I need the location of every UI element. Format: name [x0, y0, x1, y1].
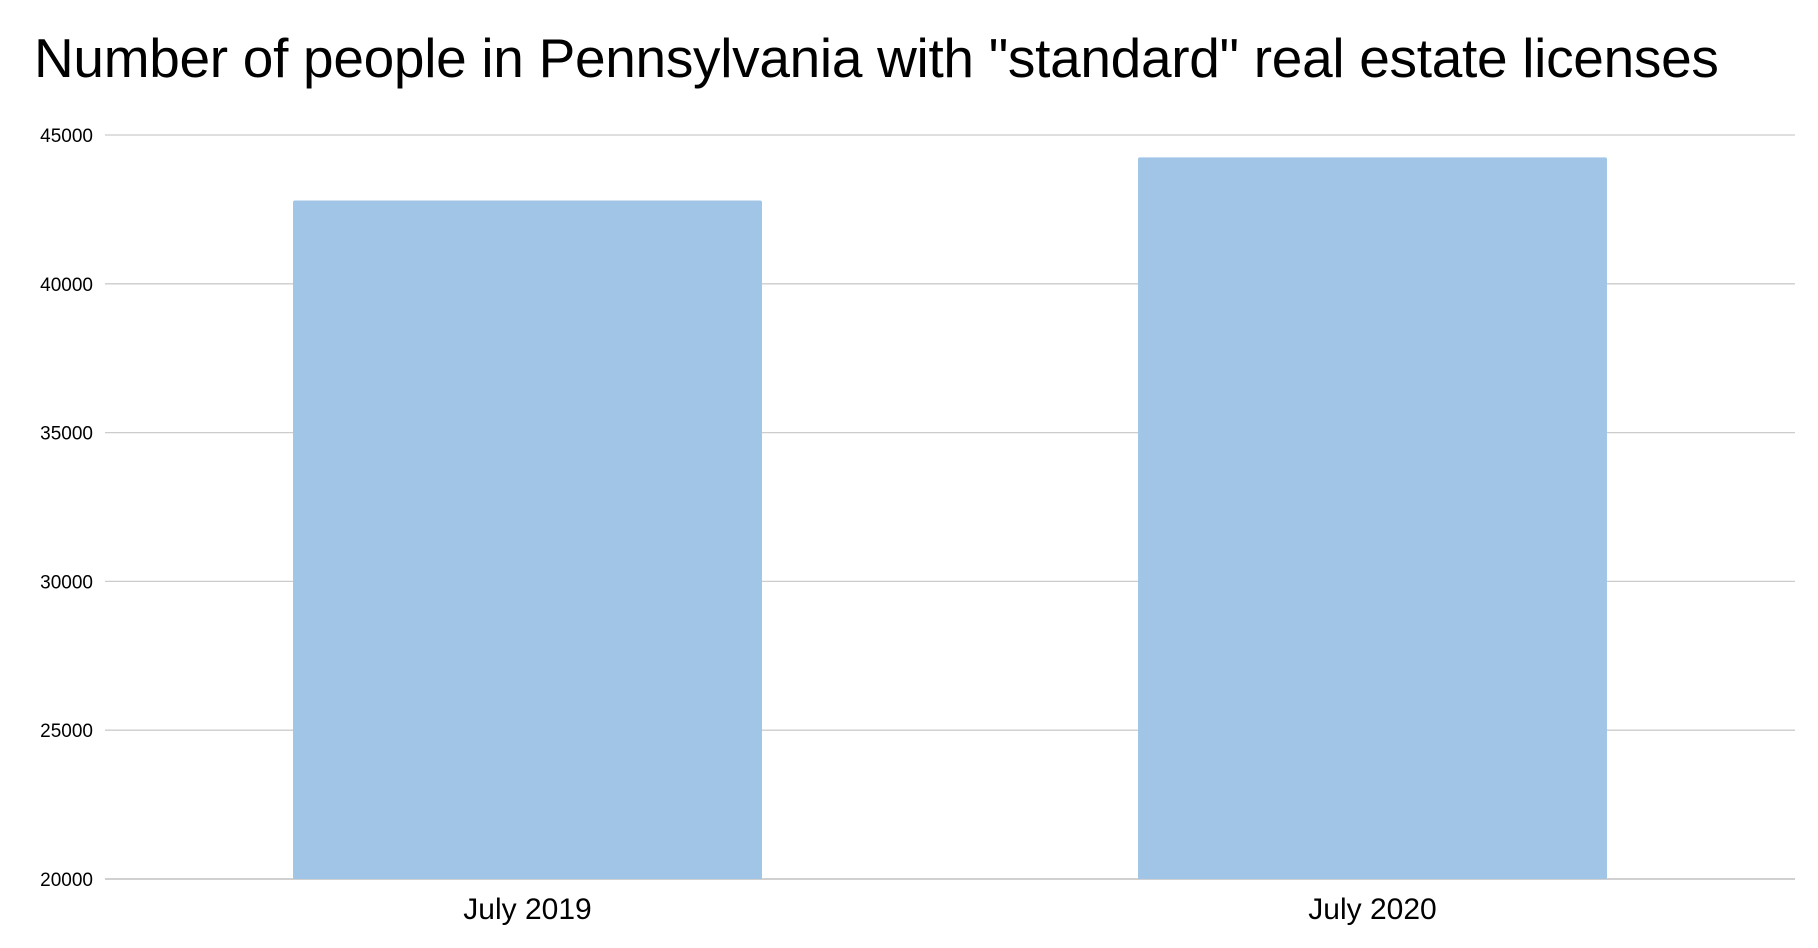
bar-july-2019	[293, 200, 762, 880]
y-tick-label: 30000	[40, 572, 93, 593]
bar-july-2020	[1138, 157, 1607, 879]
bars	[293, 157, 1607, 880]
x-category-label: July 2019	[463, 893, 591, 926]
y-tick-label: 40000	[40, 275, 93, 296]
chart-title: Number of people in Pennsylvania with "s…	[34, 27, 1719, 89]
y-tick-label: 25000	[40, 721, 93, 742]
y-axis-tick-labels: 20000 25000 30000 35000 40000 45000	[40, 126, 93, 891]
y-tick-label: 35000	[40, 424, 93, 445]
x-axis-category-labels: July 2019 July 2020	[463, 893, 1436, 926]
y-tick-label: 20000	[40, 870, 93, 891]
x-category-label: July 2020	[1308, 893, 1436, 926]
y-tick-label: 45000	[40, 126, 93, 147]
